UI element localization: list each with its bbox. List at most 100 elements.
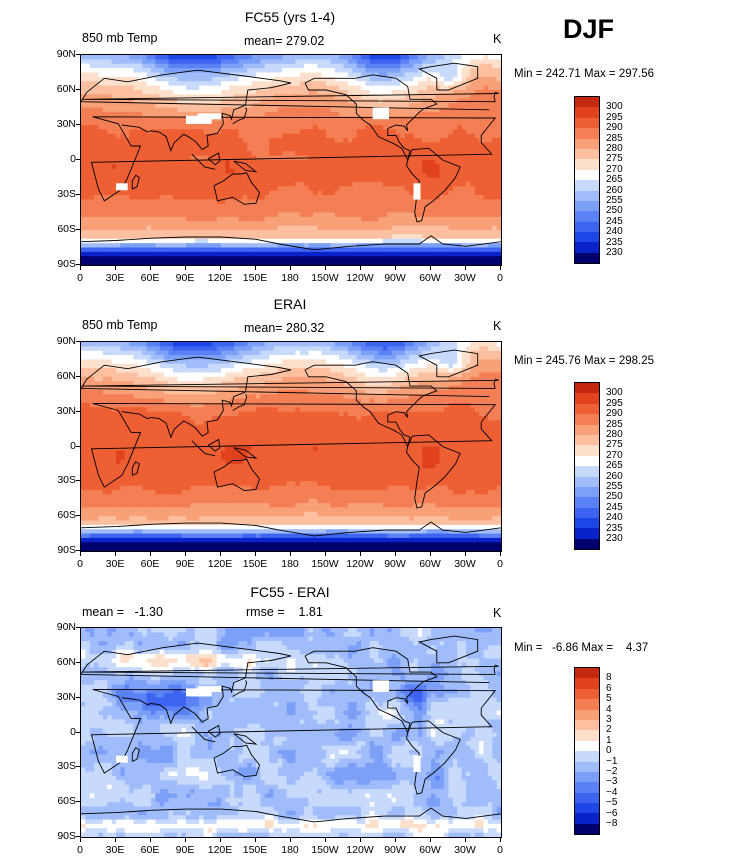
colorbar-swatch — [575, 507, 599, 519]
colorbar-swatch — [575, 97, 599, 108]
coastline — [90, 403, 497, 488]
panel-center-label: rmse = 1.81 — [246, 605, 323, 619]
lon-tick — [500, 551, 501, 556]
panel-unit-label: K — [493, 606, 502, 620]
colorbar-swatch — [575, 518, 599, 529]
lat-tick — [76, 550, 81, 551]
lon-tick-label: 90W — [384, 844, 406, 856]
lon-tick-label: 60W — [419, 844, 441, 856]
coastline — [232, 107, 248, 125]
colorbar-label: 290 — [606, 122, 623, 134]
lat-tick — [76, 159, 81, 160]
lon-tick-label: 150W — [311, 558, 339, 570]
lon-tick-label: 0 — [77, 844, 83, 856]
coastline — [232, 394, 248, 411]
lat-tick — [76, 341, 81, 342]
colorbar-swatch — [575, 813, 599, 824]
colorbar-label: −5 — [606, 797, 618, 809]
lon-tick — [430, 837, 431, 842]
colorbar-swatch — [575, 792, 599, 804]
panel-title: FC55 (yrs 1-4) — [244, 9, 336, 25]
lon-tick — [220, 551, 221, 556]
panel-center-label: mean= 280.32 — [244, 321, 325, 335]
colorbar-swatch — [575, 107, 599, 118]
panel-left-label: 850 mb Temp — [82, 31, 158, 45]
lat-tick — [76, 627, 81, 628]
lon-tick — [500, 837, 501, 842]
colorbar-swatch — [575, 730, 599, 741]
colorbar-label: 255 — [606, 195, 623, 206]
missing-data-patch — [116, 183, 128, 191]
lon-tick-label: 30W — [454, 844, 476, 856]
temperature-map — [80, 54, 502, 266]
colorbar-label: 285 — [606, 132, 623, 144]
colorbar-swatch — [575, 138, 599, 149]
lat-tick — [76, 836, 81, 837]
lat-tick — [76, 124, 81, 125]
coastline — [81, 356, 490, 398]
colorbar-label: 2 — [606, 724, 612, 736]
lon-tick — [185, 551, 186, 556]
coastline — [81, 807, 501, 823]
lon-tick-label: 150E — [242, 272, 268, 284]
lat-tick — [76, 480, 81, 482]
lon-tick — [465, 837, 466, 842]
lat-tick — [76, 54, 81, 55]
lon-tick-label: 90W — [384, 558, 406, 570]
coastline — [406, 720, 461, 795]
lat-tick-label: 0 — [70, 153, 76, 165]
lon-tick — [360, 265, 361, 270]
colorbar-swatch — [575, 740, 599, 752]
colorbar-label: 5 — [606, 693, 612, 705]
colorbar-swatch — [575, 528, 599, 539]
colorbar-label: 230 — [606, 533, 623, 544]
lon-tick — [255, 551, 256, 556]
lat-tick-label: 90N — [56, 335, 76, 347]
missing-data-patch — [197, 113, 221, 120]
colorbar-label: 250 — [606, 205, 623, 217]
colorbar-swatch — [575, 699, 599, 710]
lon-tick-label: 30E — [105, 558, 125, 570]
coastline — [131, 460, 140, 476]
coastline — [233, 733, 258, 745]
coastline — [417, 349, 479, 378]
colorbar-label: −1 — [606, 755, 618, 767]
lat-tick — [76, 89, 81, 90]
colorbar-swatch — [575, 678, 599, 689]
lon-tick — [255, 837, 256, 842]
missing-data-patch — [197, 686, 221, 692]
colorbar-swatch — [575, 414, 599, 425]
lon-tick-label: 150E — [242, 558, 268, 570]
colorbar-swatch — [575, 200, 599, 212]
missing-data-patch — [116, 755, 128, 763]
colorbar-label: 245 — [606, 501, 623, 513]
lon-tick — [395, 551, 396, 556]
panel-minmax: Min = -6.86 Max = 4.37 — [514, 642, 649, 654]
lon-tick-label: 180 — [281, 272, 299, 284]
colorbar-swatch — [575, 709, 599, 720]
colorbar-label: 290 — [606, 408, 623, 420]
colorbar-swatch — [575, 232, 599, 243]
lon-tick-label: 90E — [175, 272, 195, 284]
colorbar-swatch — [575, 211, 599, 222]
coastline — [207, 724, 221, 738]
lon-tick — [80, 551, 81, 556]
colorbar-label: −6 — [606, 807, 618, 819]
colorbar-label: 8 — [606, 672, 612, 684]
lat-tick-label: 90N — [56, 48, 76, 60]
lat-tick — [76, 194, 81, 195]
colorbar-swatch — [575, 393, 599, 404]
panel-title: ERAI — [273, 296, 307, 312]
colorbar-label: 260 — [606, 184, 623, 196]
coastline — [131, 746, 140, 762]
colorbar-swatch — [575, 538, 599, 550]
colorbar-swatch — [575, 383, 599, 394]
panel-unit-label: K — [493, 319, 502, 333]
lon-tick-label: 150W — [311, 272, 339, 284]
colorbar-swatch — [575, 424, 599, 435]
colorbar — [574, 667, 600, 836]
colorbar-label: 265 — [606, 174, 623, 186]
coastline — [131, 174, 140, 190]
colorbar-label: 265 — [606, 460, 623, 472]
coastline — [233, 447, 258, 459]
